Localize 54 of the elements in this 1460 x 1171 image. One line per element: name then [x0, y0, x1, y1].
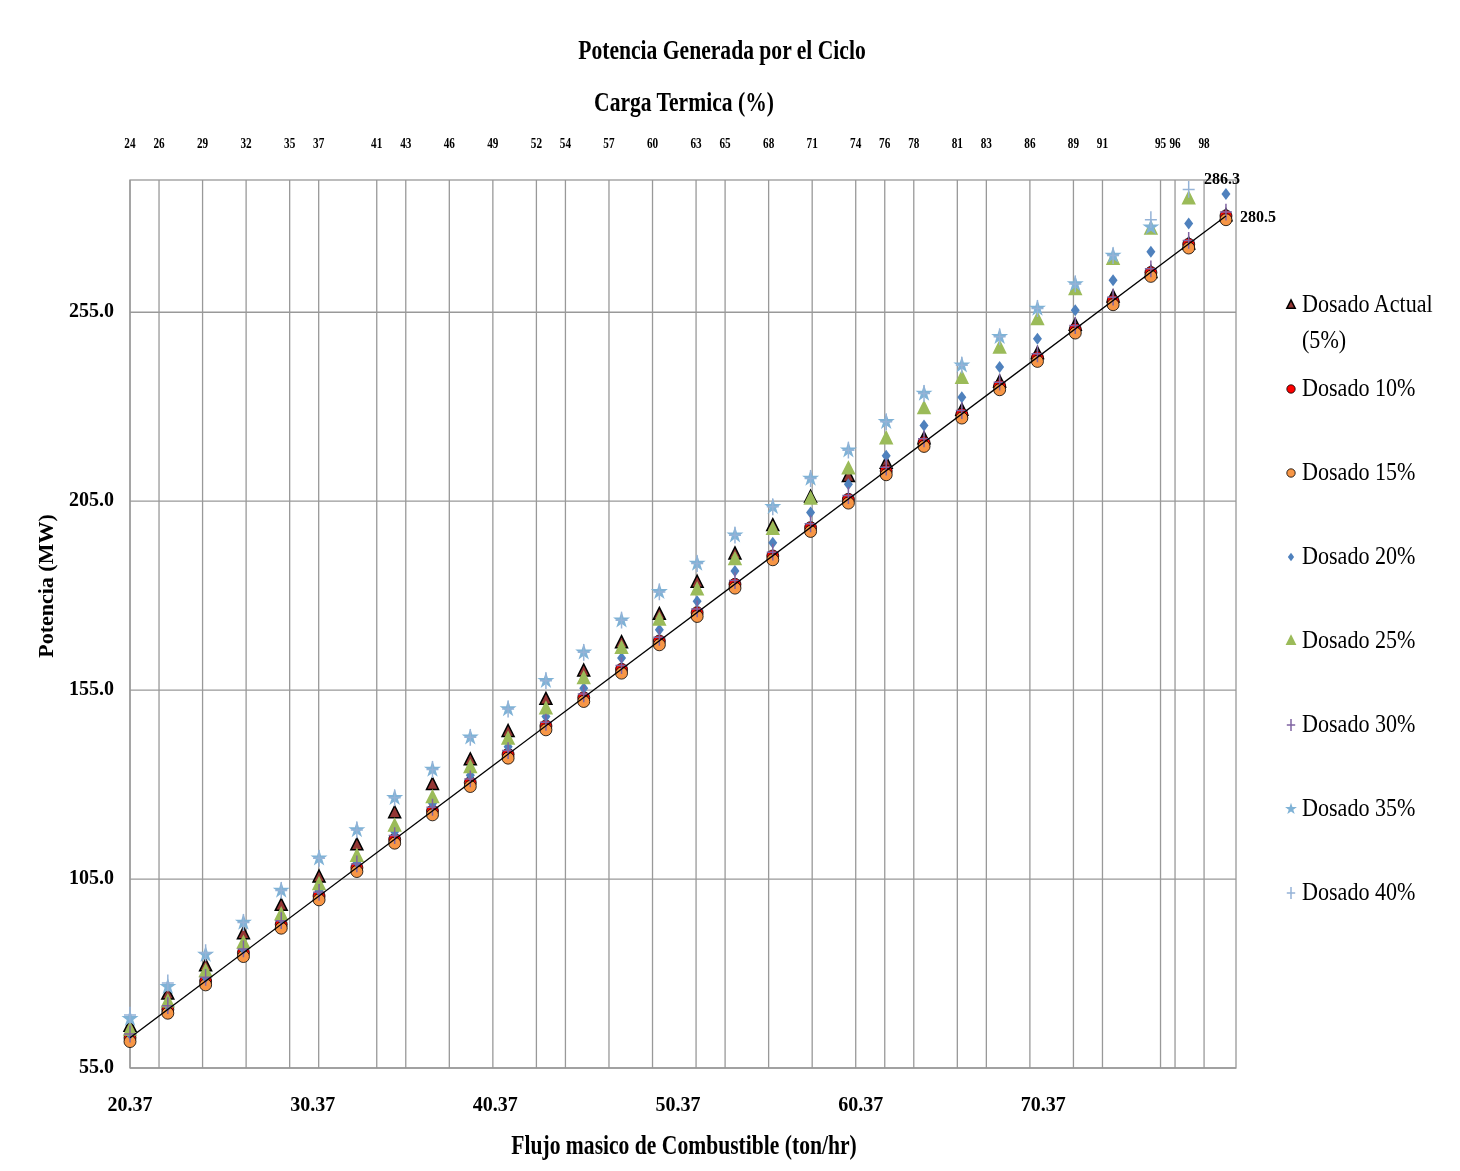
- x2-tick-label: 89: [1067, 134, 1080, 152]
- x2-tick-label: 35: [284, 134, 296, 152]
- x-tick-label: 30.37: [290, 1092, 336, 1115]
- x2-tick-label: 24: [124, 134, 136, 152]
- x2-tick-label: 83: [980, 134, 993, 152]
- x2-tick-label: 63: [690, 134, 702, 152]
- x2-axis-title: Carga Termica (%): [594, 86, 774, 118]
- x2-tick-label: 43: [400, 134, 412, 152]
- legend-label: Dosado 10%: [1302, 373, 1416, 402]
- x2-tick-label: 65: [719, 134, 732, 152]
- legend-label: Dosado 35%: [1302, 793, 1416, 822]
- x2-tick-label: 37: [313, 134, 325, 152]
- legend-label: Dosado 15%: [1302, 457, 1416, 486]
- y-tick-label: 205.0: [69, 487, 114, 510]
- x2-tick-label: 60: [646, 134, 659, 152]
- x2-tick-label: 29: [196, 134, 209, 152]
- x2-tick-label: 32: [240, 134, 253, 152]
- x2-tick-label: 57: [603, 134, 615, 152]
- x-tick-label: 20.37: [107, 1092, 153, 1115]
- x-tick-label: 50.37: [655, 1092, 701, 1115]
- x2-tick-label: 98: [1198, 134, 1211, 152]
- x2-tick-label: 81: [951, 134, 963, 152]
- y-tick-label: 155.0: [69, 676, 114, 699]
- legend-label: Dosado 30%: [1302, 709, 1416, 738]
- x2-tick-label: 95: [1154, 134, 1167, 152]
- y-tick-label: 255.0: [69, 298, 114, 321]
- x-tick-label: 40.37: [472, 1092, 518, 1115]
- x2-tick-label: 54: [559, 134, 572, 152]
- x2-tick-label: 71: [806, 134, 818, 152]
- x2-tick-label: 96: [1169, 134, 1181, 152]
- x2-tick-label: 68: [763, 134, 775, 152]
- x2-tick-label: 74: [850, 134, 862, 152]
- x2-tick-label: 49: [487, 134, 499, 152]
- x-axis-title: Flujo masico de Combustible (ton/hr): [511, 1129, 857, 1161]
- x2-tick-label: 46: [443, 134, 456, 152]
- x2-tick-label: 86: [1024, 134, 1036, 152]
- legend-label: Dosado 40%: [1302, 877, 1416, 906]
- chart-title: Potencia Generada por el Ciclo: [578, 34, 866, 65]
- x2-tick-label: 91: [1096, 134, 1109, 152]
- x-tick-label: 60.37: [838, 1092, 884, 1115]
- x-tick-label: 70.37: [1020, 1092, 1066, 1115]
- y-tick-label: 55.0: [79, 1054, 114, 1077]
- x2-tick-label: 41: [371, 134, 383, 152]
- x2-tick-label: 52: [530, 134, 543, 152]
- annotation: 286.3: [1203, 169, 1240, 187]
- legend-label: Dosado 20%: [1302, 541, 1416, 570]
- legend-label: Dosado Actual (5%): [1302, 289, 1433, 354]
- annotation: 280.5: [1239, 207, 1276, 225]
- x2-tick-label: 76: [879, 134, 891, 152]
- x2-tick-label: 26: [153, 134, 165, 152]
- y-axis-title: Potencia (MW): [33, 514, 59, 658]
- x2-tick-label: 78: [908, 134, 920, 152]
- y-tick-label: 105.0: [69, 865, 114, 888]
- legend-label: Dosado 25%: [1302, 625, 1416, 654]
